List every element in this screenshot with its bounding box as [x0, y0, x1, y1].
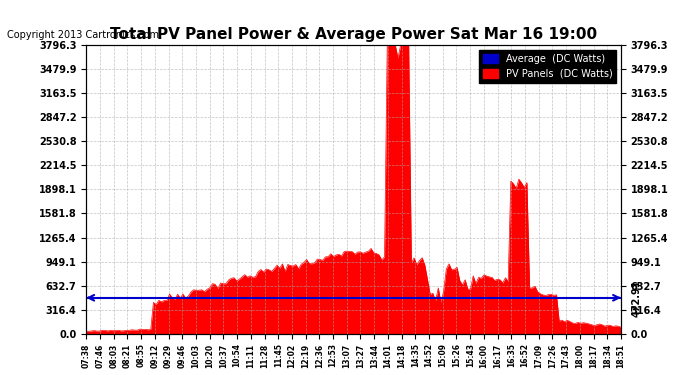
Text: 472.91: 472.91	[632, 279, 642, 316]
Text: Copyright 2013 Cartronics.com: Copyright 2013 Cartronics.com	[7, 30, 159, 39]
Legend: Average  (DC Watts), PV Panels  (DC Watts): Average (DC Watts), PV Panels (DC Watts)	[480, 50, 616, 82]
Title: Total PV Panel Power & Average Power Sat Mar 16 19:00: Total PV Panel Power & Average Power Sat…	[110, 27, 597, 42]
